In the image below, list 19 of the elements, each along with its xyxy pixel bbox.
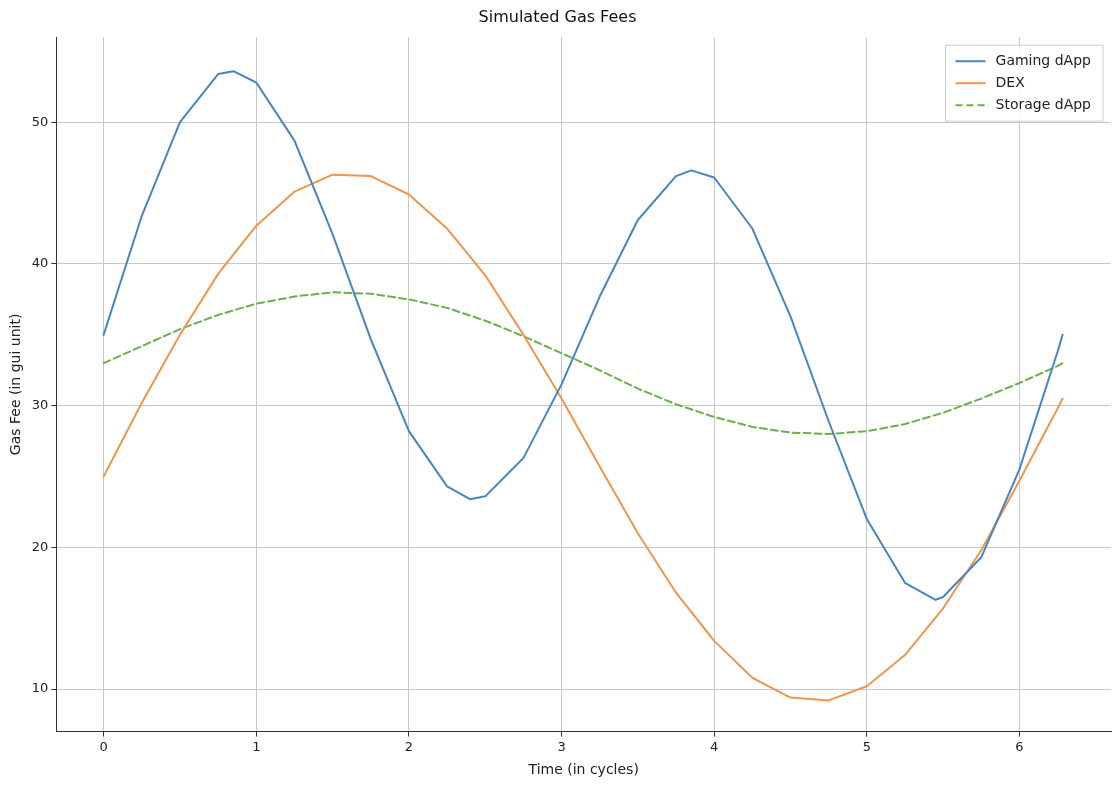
y-tick-label: 40 [31,255,49,271]
legend-label: Storage dApp [995,95,1092,112]
x-tick-label: 3 [557,738,566,754]
y-tick-label: 30 [31,397,49,413]
x-tick-label: 0 [99,738,108,754]
y-tick-label: 20 [31,538,49,554]
x-tick-label: 6 [1015,738,1024,754]
legend-label: DEX [995,73,1026,90]
y-tick-label: 50 [31,113,49,129]
legend-label: Gaming dApp [995,51,1092,68]
y-tick-label: 10 [31,680,49,696]
x-tick-label: 2 [404,738,414,754]
chart-title: Simulated Gas Fees [478,6,637,26]
line-series [102,291,1064,435]
x-tick-label: 5 [862,738,871,754]
x-axis-title: Time (in cycles) [527,761,639,778]
y-axis-title: Gas Fee (in gui unit) [7,313,24,456]
x-tick-label: 4 [710,738,719,754]
x-tick-label: 1 [252,738,261,754]
